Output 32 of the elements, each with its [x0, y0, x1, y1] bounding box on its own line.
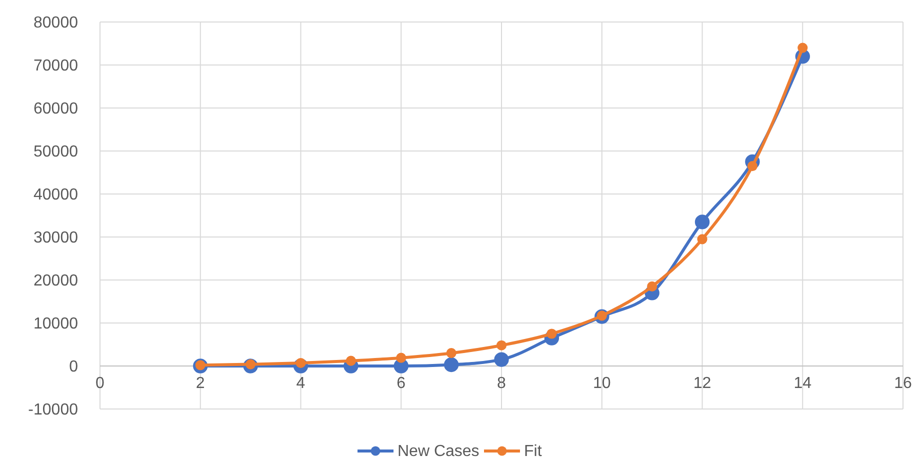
point [697, 234, 708, 244]
x-tick-label: 6 [396, 375, 406, 392]
point [496, 340, 507, 350]
y-tick-label: 0 [69, 358, 78, 376]
x-tick-label: 16 [894, 375, 912, 392]
x-tick-label: 0 [96, 375, 105, 392]
point [396, 352, 406, 363]
legend-label: New Cases [398, 443, 480, 460]
y-tick-label: 50000 [34, 144, 78, 161]
x-tick-label: 4 [296, 375, 306, 392]
x-tick-label: 14 [794, 375, 812, 392]
point [346, 356, 356, 366]
y-tick-label: 70000 [34, 58, 78, 75]
y-tick-label: -10000 [28, 402, 78, 419]
y-tick-label: 30000 [34, 230, 78, 247]
y-tick-label: 60000 [34, 100, 78, 118]
point [446, 348, 456, 358]
point [444, 357, 459, 372]
point [798, 42, 808, 53]
x-tick-label: 10 [592, 375, 611, 392]
legend-label: Fit [524, 443, 542, 460]
point [494, 352, 509, 367]
point [747, 161, 758, 172]
point [694, 214, 710, 230]
point [647, 281, 658, 292]
x-tick-label: 2 [196, 375, 205, 392]
y-tick-label: 20000 [34, 272, 78, 290]
x-tick-label: 12 [693, 375, 712, 392]
x-tick-label: 8 [497, 375, 506, 392]
y-tick-label: 10000 [34, 316, 78, 333]
y-tick-label: 40000 [34, 186, 78, 204]
y-tick-label: 80000 [34, 14, 78, 32]
